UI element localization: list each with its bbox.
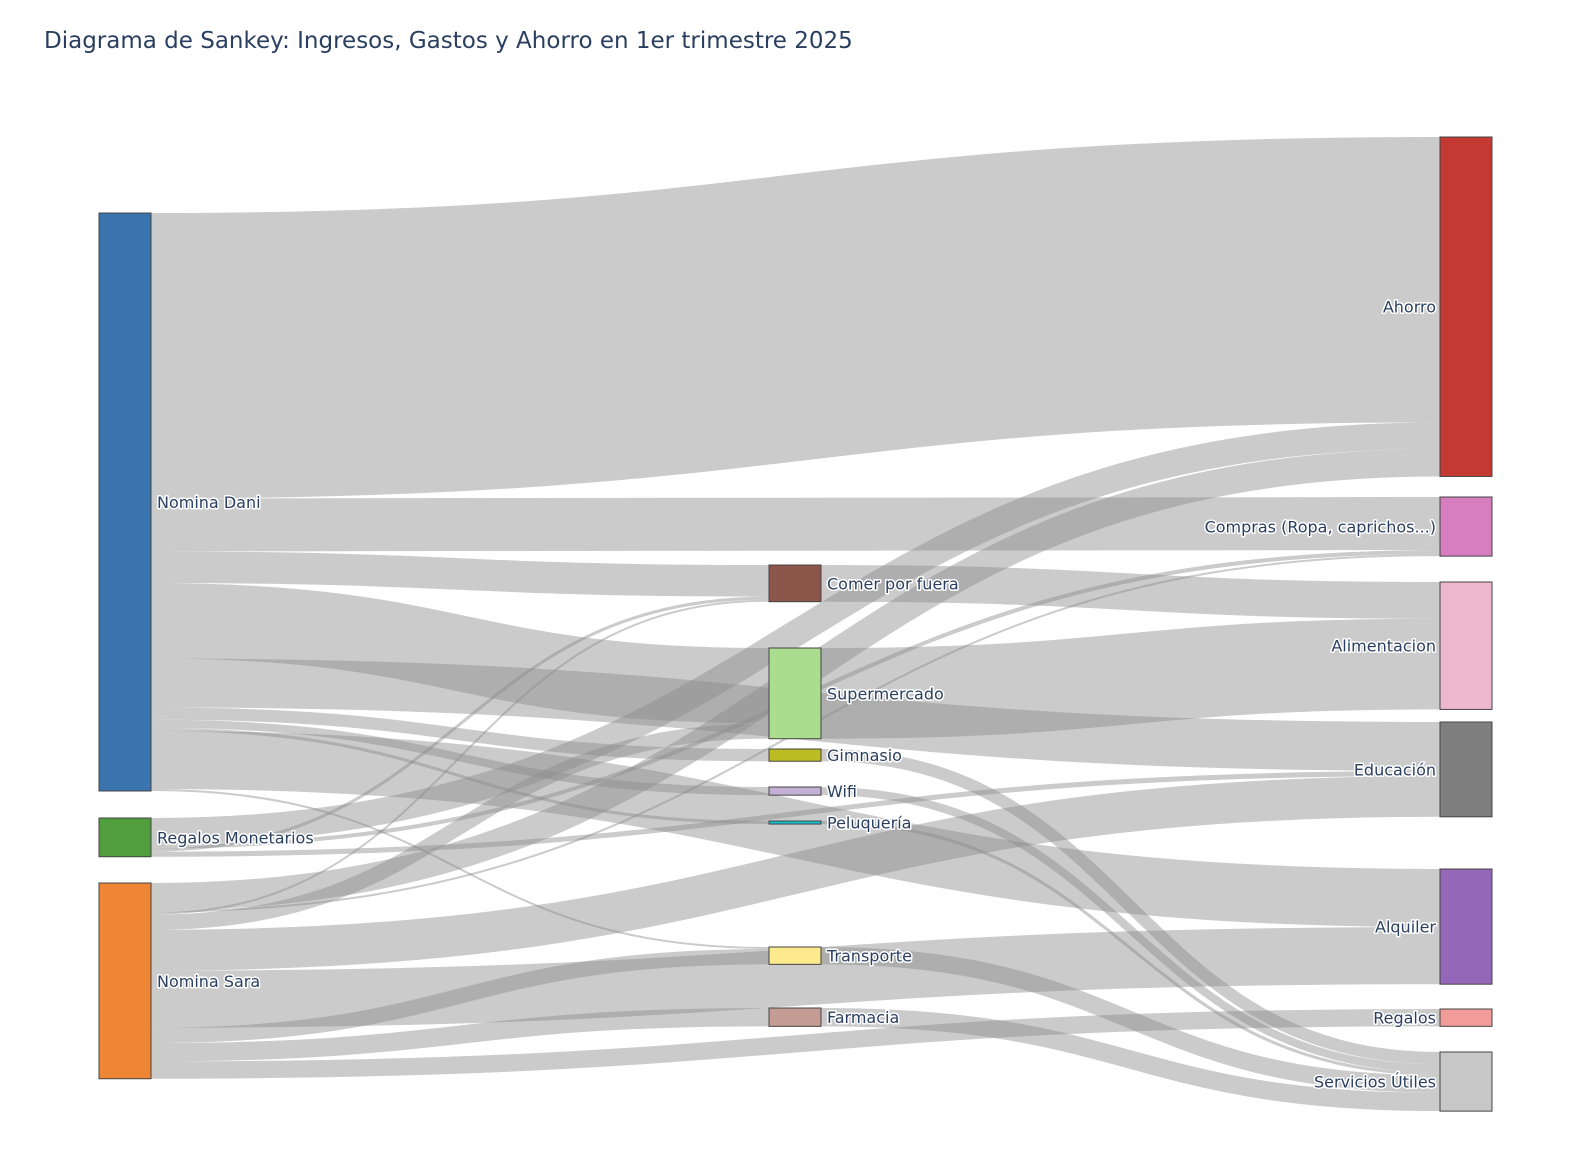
node-label-farm: Farmacia — [827, 1008, 899, 1027]
link-dani-to-wifi[interactable] — [150, 719, 770, 796]
link-dani-to-gym[interactable] — [150, 707, 770, 762]
node-dani[interactable] — [98, 212, 152, 792]
node-compras[interactable] — [1439, 496, 1493, 557]
node-label-dani: Nomina Dani — [157, 493, 261, 512]
link-sara-to-farm[interactable] — [150, 1007, 770, 1062]
node-super[interactable] — [768, 647, 822, 740]
node-label-compras: Compras (Ropa, caprichos...) — [1205, 518, 1436, 537]
link-farm-to-serv[interactable] — [820, 1007, 1441, 1112]
link-sara-to-transp[interactable] — [150, 949, 770, 1044]
node-label-serv: Servicios Útiles — [1314, 1073, 1436, 1092]
node-comer[interactable] — [768, 564, 822, 603]
node-gym[interactable] — [768, 748, 822, 762]
node-farm[interactable] — [768, 1007, 822, 1027]
chart-title: Diagrama de Sankey: Ingresos, Gastos y A… — [44, 28, 853, 54]
node-label-regmon: Regalos Monetarios — [157, 828, 314, 847]
node-alim[interactable] — [1439, 581, 1493, 710]
link-dani-to-alq[interactable] — [150, 730, 1441, 928]
node-alq[interactable] — [1439, 868, 1493, 985]
link-regmon-to-educ[interactable] — [150, 770, 1441, 857]
link-dani-to-super[interactable] — [150, 583, 770, 724]
link-regmon-to-comer[interactable] — [150, 596, 770, 852]
link-dani-to-pelu[interactable] — [150, 727, 770, 825]
labels-layer: Nomina Dani Regalos Monetarios Nomina Sara… — [156, 296, 1438, 1093]
link-sara-to-educ[interactable] — [150, 776, 1441, 971]
node-label-wifi: Wifi — [827, 782, 857, 801]
link-super-to-alim[interactable] — [820, 618, 1441, 739]
link-transp-to-serv[interactable] — [820, 947, 1441, 1093]
nodes-layer — [98, 136, 1493, 1112]
node-label-alim: Alimentacion — [1331, 637, 1436, 656]
link-regmon-to-ahorro[interactable] — [150, 422, 1441, 845]
node-serv[interactable] — [1439, 1051, 1493, 1112]
node-label-transp: Transporte — [826, 947, 912, 966]
link-comer-to-alim[interactable] — [820, 564, 1441, 619]
link-sara-to-super[interactable] — [150, 723, 770, 930]
link-dani-to-comer[interactable] — [150, 551, 770, 597]
link-sara-to-comer[interactable] — [150, 599, 770, 915]
link-sara-to-regalos[interactable] — [150, 1008, 1441, 1079]
link-dani-to-compras[interactable] — [150, 496, 1441, 552]
node-label-comer: Comer por fuera — [827, 574, 959, 593]
node-label-ahorro: Ahorro — [1383, 298, 1436, 317]
node-label-alq: Alquiler — [1375, 918, 1436, 937]
node-label-educ: Educación — [1354, 760, 1436, 779]
node-label-regalos: Regalos — [1373, 1009, 1436, 1028]
node-regmon[interactable] — [98, 817, 152, 858]
node-label-pelu: Peluquería — [827, 814, 911, 833]
node-label-sara: Nomina Sara — [157, 972, 260, 991]
node-label-gym: Gimnasio — [827, 746, 902, 765]
node-label-super: Supermercado — [827, 684, 944, 703]
node-ahorro[interactable] — [1439, 136, 1493, 477]
node-transp[interactable] — [768, 946, 822, 965]
link-gym-to-serv[interactable] — [820, 748, 1441, 1065]
node-pelu[interactable] — [768, 820, 822, 825]
node-sara[interactable] — [98, 882, 152, 1080]
link-wifi-to-serv[interactable] — [820, 787, 1441, 1073]
link-dani-to-ahorro[interactable] — [150, 137, 1441, 499]
node-regalos[interactable] — [1439, 1008, 1493, 1027]
links-layer — [150, 137, 1441, 1112]
link-sara-to-alq[interactable] — [150, 927, 1441, 1028]
link-dani-to-transp[interactable] — [150, 788, 770, 950]
node-wifi[interactable] — [768, 786, 822, 796]
node-educ[interactable] — [1439, 721, 1493, 818]
link-pelu-to-serv[interactable] — [820, 820, 1441, 1076]
